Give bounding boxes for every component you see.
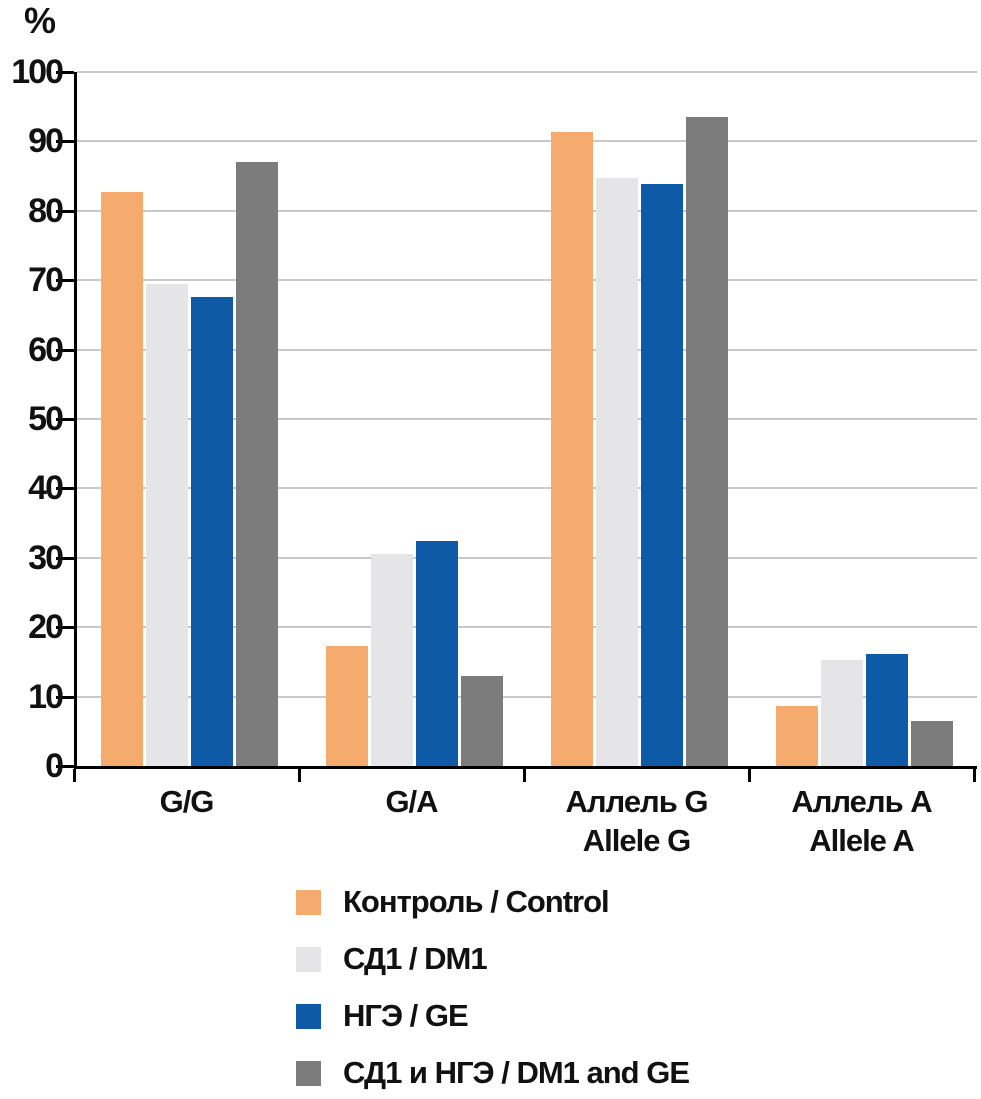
x-category-label: G/G	[159, 784, 215, 819]
y-tick-label: 30	[28, 538, 64, 577]
x-axis-labels: G/G G/A Аллель G Allele G Аллель A Allele A	[74, 782, 974, 860]
x-category-label: Аллель A Allele A	[791, 784, 932, 858]
y-axis-tick	[56, 626, 74, 630]
y-axis-tick	[56, 418, 74, 421]
y-axis-tick	[56, 71, 74, 74]
y-tick-label: 100	[11, 53, 64, 91]
y-tick-label: 70	[28, 261, 64, 300]
y-tick-label: 20	[28, 608, 64, 647]
y-tick-label: 80	[28, 191, 64, 230]
y-tick-label: 0	[45, 747, 64, 785]
legend-label: СД1 и НГЭ / DM1 and GE	[343, 1055, 690, 1090]
bar	[911, 721, 953, 766]
y-axis-tick	[56, 765, 74, 768]
y-axis-tick	[56, 279, 74, 283]
gridline	[77, 487, 977, 490]
gridline	[77, 418, 977, 420]
y-axis-tick	[56, 209, 74, 213]
gridline	[77, 626, 977, 629]
legend-swatch	[296, 1003, 321, 1029]
bar	[866, 654, 908, 766]
y-tick-label: 10	[28, 677, 64, 716]
gridline	[77, 140, 977, 143]
legend-item: СД1 и НГЭ / DM1 and GE	[296, 1055, 690, 1091]
bar	[236, 162, 278, 766]
gridline	[77, 348, 977, 351]
gridline	[77, 71, 977, 73]
y-tick-label: 40	[28, 469, 64, 508]
legend: Контроль / Control СД1 / DM1 НГЭ / GE СД1 и…	[296, 884, 690, 1091]
bar	[641, 184, 683, 766]
plot-area	[74, 71, 977, 769]
legend-label: Контроль / Control	[343, 884, 610, 919]
legend-swatch	[296, 1060, 321, 1086]
x-axis-tick	[297, 769, 301, 782]
y-axis-tick	[56, 556, 74, 560]
y-tick-label: 90	[28, 122, 64, 161]
bar	[551, 132, 593, 766]
gridline	[77, 279, 977, 282]
legend-label: НГЭ / GE	[343, 998, 469, 1033]
bar-group	[302, 72, 527, 766]
x-axis-tick	[522, 769, 526, 782]
bar	[101, 192, 143, 766]
x-axis-tick	[72, 769, 76, 782]
legend-item: Контроль / Control	[296, 884, 689, 920]
x-axis-tick	[747, 769, 751, 782]
gridline	[77, 556, 977, 559]
x-category-label: Аллель G Allele G	[565, 784, 708, 858]
bar	[191, 297, 233, 766]
bar	[146, 284, 188, 766]
legend-item: НГЭ / GE	[296, 998, 689, 1034]
bar	[371, 554, 413, 766]
x-category-label: G/A	[385, 784, 438, 819]
x-axis-tick	[972, 769, 976, 782]
bar	[326, 646, 368, 766]
bar-group	[77, 72, 302, 766]
legend-item: СД1 / DM1	[296, 941, 689, 977]
y-tick-label: 50	[28, 400, 64, 438]
y-axis-tick	[56, 695, 74, 699]
gridline	[77, 695, 977, 698]
y-axis-tick	[56, 140, 74, 144]
bar	[596, 178, 638, 766]
gridline	[77, 209, 977, 212]
bar	[776, 706, 818, 766]
bar	[416, 541, 458, 766]
bar	[461, 676, 503, 766]
legend-swatch	[296, 946, 321, 972]
bar	[821, 660, 863, 766]
y-axis-tick	[56, 487, 74, 491]
y-tick-label: 60	[28, 330, 64, 369]
bar	[686, 117, 728, 766]
bar-group	[752, 72, 977, 766]
bar-group	[527, 72, 752, 766]
y-axis-unit-label: %	[24, 0, 56, 41]
y-axis-tick	[56, 348, 74, 352]
legend-swatch	[296, 889, 321, 915]
legend-label: СД1 / DM1	[343, 941, 488, 976]
